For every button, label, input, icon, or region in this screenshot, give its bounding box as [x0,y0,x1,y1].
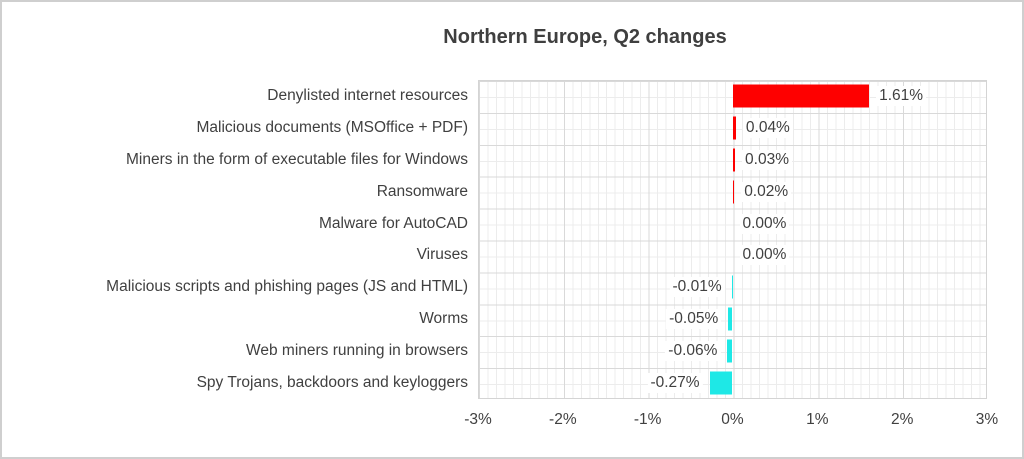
category-label: Denylisted internet resources [267,86,468,104]
category-label: Spy Trojans, backdoors and keyloggers [196,374,468,392]
x-axis-tick-label: -2% [549,411,577,428]
category-label: Malicious scripts and phishing pages (JS… [106,278,468,296]
positive-bar [732,180,735,204]
negative-bar [727,339,733,363]
x-axis-tick-label: -1% [633,411,662,428]
category-label: Miners in the form of executable files f… [126,150,468,168]
value-label: -0.27% [647,373,703,394]
negative-bar [728,307,733,331]
positive-bar [732,148,736,172]
value-label: -0.01% [669,277,725,298]
value-label: -0.05% [666,309,722,330]
value-label: 0.00% [739,213,790,234]
value-label: -0.06% [665,341,721,362]
x-axis-tick-label: 1% [806,411,829,428]
positive-bar [732,84,870,108]
category-label: Viruses [416,246,468,264]
value-label: 0.03% [742,149,792,170]
category-label: Web miners running in browsers [246,342,468,360]
category-label: Malicious documents (MSOffice + PDF) [196,118,468,136]
value-label: 0.00% [739,245,790,266]
chart-title: Northern Europe, Q2 changes [443,26,727,48]
x-axis-tick-label: 2% [890,411,914,428]
value-label: 0.04% [742,117,793,138]
positive-bar [732,116,736,140]
x-axis-tick-label: 3% [975,411,999,428]
x-axis-tick-label: 0% [721,411,744,428]
value-label: 1.61% [876,85,927,106]
x-axis-tick-label: -3% [464,411,492,428]
negative-bar [731,275,733,299]
category-label: Malware for AutoCAD [318,214,468,232]
value-label: 0.02% [741,181,792,202]
category-label: Ransomware [376,182,468,200]
category-label: Worms [419,310,468,328]
negative-bar [709,371,733,395]
